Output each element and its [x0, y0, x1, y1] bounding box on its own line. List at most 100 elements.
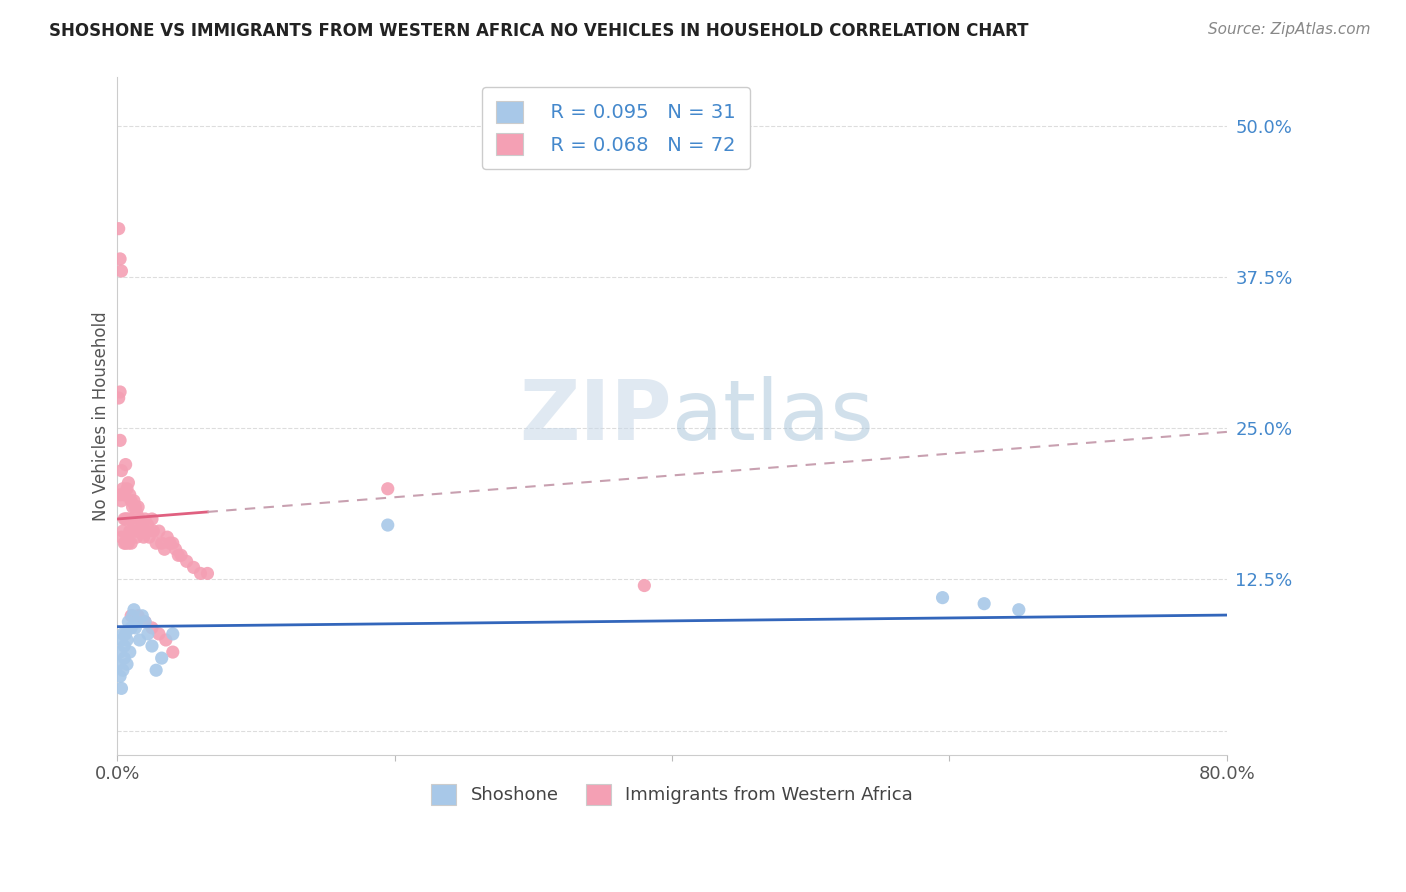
Point [110, 681, 132, 696]
Point [141, 512, 163, 526]
Point [111, 627, 134, 641]
Point [118, 645, 141, 659]
Point [108, 488, 131, 502]
Point [162, 536, 184, 550]
Point [110, 530, 132, 544]
Point [114, 512, 136, 526]
Point [162, 627, 184, 641]
Point [112, 488, 135, 502]
Point [112, 536, 135, 550]
Point [125, 615, 148, 629]
Point [110, 632, 132, 647]
Point [131, 608, 153, 623]
Point [124, 500, 146, 514]
Point [129, 524, 152, 538]
Point [1008, 603, 1031, 617]
Point [115, 530, 138, 544]
Y-axis label: No Vehicles in Household: No Vehicles in Household [93, 311, 110, 521]
Point [127, 500, 149, 514]
Point [117, 475, 139, 490]
Point [125, 530, 148, 544]
Point [377, 482, 399, 496]
Point [108, 384, 131, 399]
Point [973, 597, 995, 611]
Point [118, 524, 141, 538]
Point [108, 252, 131, 266]
Point [136, 627, 159, 641]
Point [134, 615, 156, 629]
Point [190, 566, 212, 581]
Point [141, 621, 163, 635]
Point [112, 639, 135, 653]
Point [176, 554, 198, 568]
Point [108, 434, 131, 448]
Point [132, 530, 155, 544]
Point [111, 482, 134, 496]
Text: SHOSHONE VS IMMIGRANTS FROM WESTERN AFRICA NO VEHICLES IN HOUSEHOLD CORRELATION : SHOSHONE VS IMMIGRANTS FROM WESTERN AFRI… [49, 22, 1029, 40]
Point [115, 657, 138, 672]
Point [122, 518, 145, 533]
Point [115, 482, 138, 496]
Point [150, 651, 173, 665]
Point [121, 608, 143, 623]
Point [120, 512, 142, 526]
Point [145, 663, 167, 677]
Point [108, 645, 131, 659]
Point [110, 264, 132, 278]
Point [112, 512, 135, 526]
Point [145, 536, 167, 550]
Point [128, 512, 150, 526]
Point [377, 518, 399, 533]
Point [120, 536, 142, 550]
Point [131, 518, 153, 533]
Point [108, 669, 131, 683]
Point [155, 632, 177, 647]
Point [122, 603, 145, 617]
Point [159, 536, 181, 550]
Point [167, 549, 190, 563]
Point [122, 493, 145, 508]
Point [120, 493, 142, 508]
Point [141, 639, 163, 653]
Point [197, 566, 219, 581]
Point [121, 500, 143, 514]
Point [165, 542, 187, 557]
Point [117, 512, 139, 526]
Point [124, 524, 146, 538]
Point [118, 488, 141, 502]
Point [115, 512, 138, 526]
Point [170, 549, 193, 563]
Point [114, 536, 136, 550]
Point [153, 542, 176, 557]
Point [633, 578, 655, 592]
Point [142, 524, 165, 538]
Text: atlas: atlas [672, 376, 875, 457]
Point [150, 536, 173, 550]
Point [120, 621, 142, 635]
Point [148, 524, 170, 538]
Point [112, 651, 135, 665]
Point [148, 627, 170, 641]
Text: Source: ZipAtlas.com: Source: ZipAtlas.com [1208, 22, 1371, 37]
Point [135, 524, 157, 538]
Point [121, 524, 143, 538]
Point [136, 518, 159, 533]
Point [111, 524, 134, 538]
Point [117, 615, 139, 629]
Point [117, 536, 139, 550]
Point [124, 621, 146, 635]
Point [125, 506, 148, 520]
Point [127, 524, 149, 538]
Text: ZIP: ZIP [520, 376, 672, 457]
Point [107, 221, 129, 235]
Point [110, 464, 132, 478]
Point [127, 608, 149, 623]
Point [931, 591, 953, 605]
Point [111, 663, 134, 677]
Point [114, 458, 136, 472]
Point [107, 657, 129, 672]
Point [134, 615, 156, 629]
Legend: Shoshone, Immigrants from Western Africa: Shoshone, Immigrants from Western Africa [422, 775, 922, 814]
Point [138, 530, 160, 544]
Point [183, 560, 205, 574]
